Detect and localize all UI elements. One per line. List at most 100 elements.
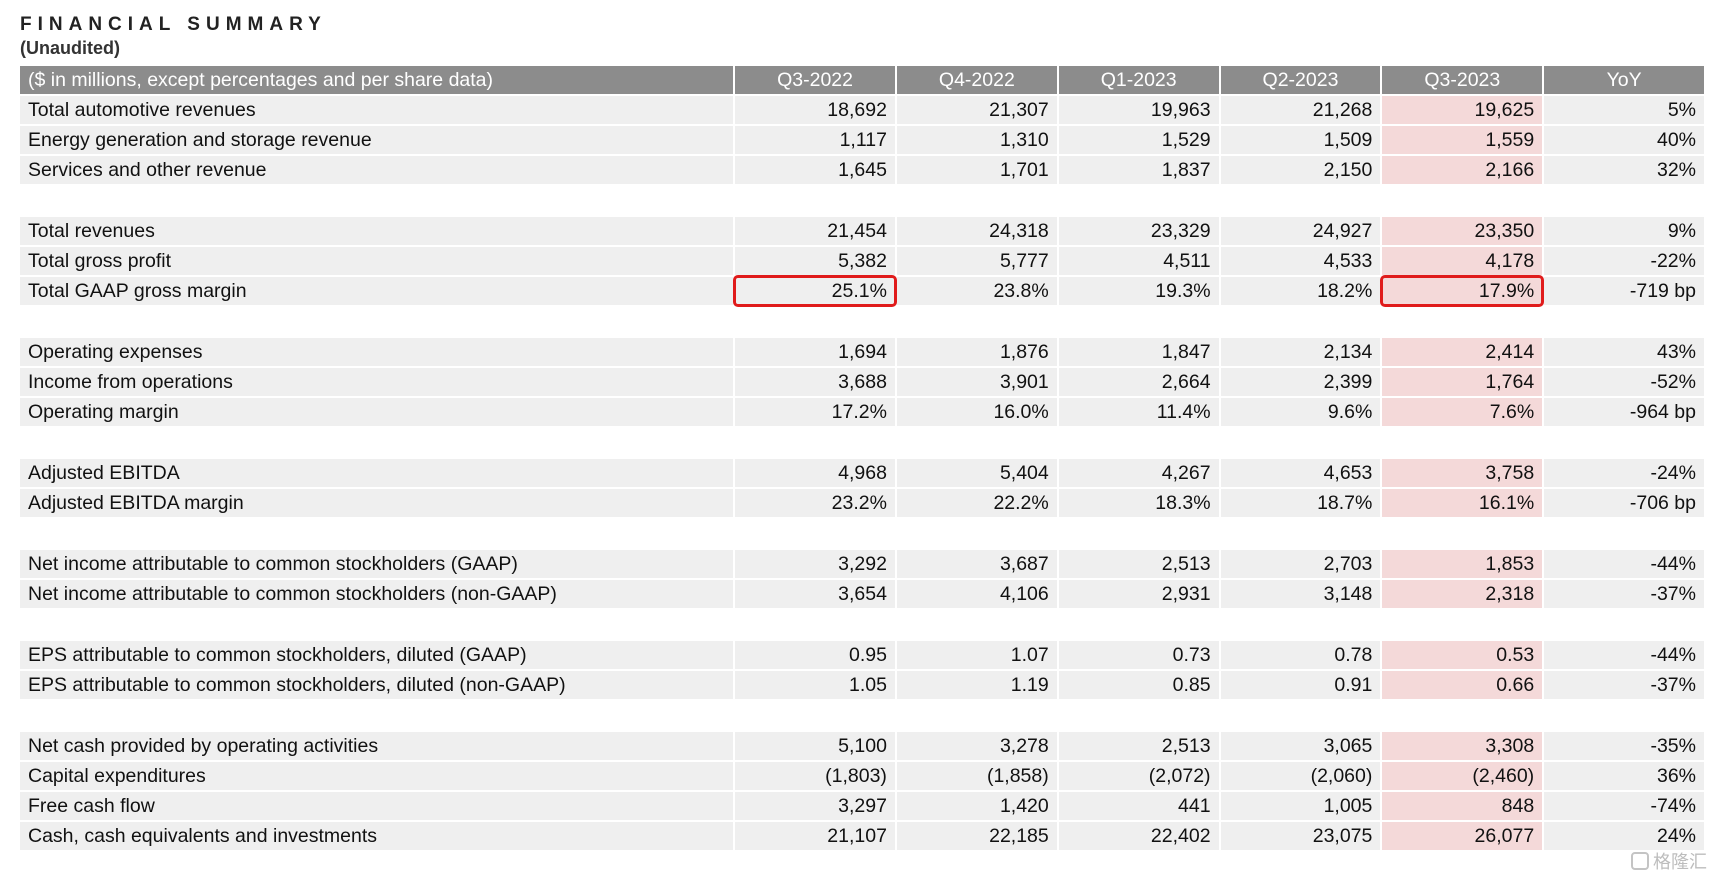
cell-q3-2022: 3,292 <box>735 550 895 578</box>
cell-yoy: -719 bp <box>1544 277 1704 305</box>
cell-q1-2023: 4,511 <box>1058 247 1219 275</box>
cell-q3-2023: 2,166 <box>1382 156 1543 184</box>
cell-q4-2022: 1.19 <box>896 671 1057 699</box>
cell-yoy: 5% <box>1544 96 1704 124</box>
cell-q3-2023: 4,178 <box>1382 247 1543 275</box>
cell-q3-2023: 16.1% <box>1382 489 1543 517</box>
row-label: Net income attributable to common stockh… <box>20 550 734 578</box>
cell-q4-2022: 24,318 <box>896 217 1057 245</box>
cell-q4-2022: 1.07 <box>896 641 1057 669</box>
table-row: Total GAAP gross margin 25.1% 23.8% 19.3% 18… <box>20 275 1704 307</box>
table-row: Net income attributable to common stockh… <box>20 550 1704 580</box>
cell-yoy: 40% <box>1544 126 1704 154</box>
cell-q4-2022: 23.8% <box>896 277 1057 305</box>
row-label: Adjusted EBITDA <box>20 459 734 487</box>
cell-q1-2023: 19,963 <box>1058 96 1219 124</box>
cell-q4-2022: (1,858) <box>896 762 1057 790</box>
cell-q1-2023: 2,931 <box>1058 580 1219 608</box>
cell-q3-2023: 7.6% <box>1382 398 1543 426</box>
cell-q3-2022: 3,297 <box>735 792 895 820</box>
cell-q1-2023: 19.3% <box>1058 277 1219 305</box>
cell-q3-2023: (2,460) <box>1382 762 1543 790</box>
cell-yoy: 36% <box>1544 762 1704 790</box>
row-label: EPS attributable to common stockholders,… <box>20 671 734 699</box>
table-row: Total automotive revenues 18,692 21,307 19,… <box>20 96 1704 126</box>
cell-yoy: 9% <box>1544 217 1704 245</box>
header-metric: ($ in millions, except percentages and p… <box>20 66 734 94</box>
row-label: Income from operations <box>20 368 734 396</box>
cell-q4-2022: 1,876 <box>896 338 1057 366</box>
table-row: Total revenues 21,454 24,318 23,329 24,927 23… <box>20 217 1704 247</box>
row-label: Free cash flow <box>20 792 734 820</box>
cell-yoy: -44% <box>1544 641 1704 669</box>
table-row: Operating expenses 1,694 1,876 1,847 2,134 2,… <box>20 338 1704 368</box>
cell-q1-2023: 2,513 <box>1058 550 1219 578</box>
cell-q2-2023: 21,268 <box>1220 96 1381 124</box>
financial-summary-table: ($ in millions, except percentages and p… <box>20 66 1705 852</box>
cell-q2-2023: 9.6% <box>1220 398 1381 426</box>
cell-q4-2022: 5,777 <box>896 247 1057 275</box>
cell-q3-2023: 1,764 <box>1382 368 1543 396</box>
row-label: Total gross profit <box>20 247 734 275</box>
cell-q3-2023: 26,077 <box>1382 822 1543 850</box>
cell-q1-2023: 22,402 <box>1058 822 1219 850</box>
cell-q3-2023: 0.66 <box>1382 671 1543 699</box>
row-label: Cash, cash equivalents and investments <box>20 822 734 850</box>
table-row: Energy generation and storage revenue 1,1… <box>20 126 1704 156</box>
cell-q2-2023: 3,065 <box>1220 732 1381 760</box>
cell-q3-2023: 19,625 <box>1382 96 1543 124</box>
cell-q3-2023: 2,414 <box>1382 338 1543 366</box>
cell-q1-2023: 0.85 <box>1058 671 1219 699</box>
cell-q3-2023: 1,559 <box>1382 126 1543 154</box>
cell-q3-2022: 1,117 <box>735 126 895 154</box>
cell-q3-2022: 25.1% <box>733 275 897 307</box>
cell-q1-2023: 0.73 <box>1058 641 1219 669</box>
header-q1-2023: Q1-2023 <box>1058 66 1219 94</box>
cell-q2-2023: 18.2% <box>1220 277 1381 305</box>
cell-q3-2022: 3,688 <box>735 368 895 396</box>
group-spacer <box>20 610 1704 641</box>
cell-q3-2022: 5,382 <box>735 247 895 275</box>
group-spacer <box>20 701 1704 732</box>
cell-q4-2022: 3,901 <box>896 368 1057 396</box>
row-label: Total automotive revenues <box>20 96 734 124</box>
table-row: Operating margin 17.2% 16.0% 11.4% 9.6% 7.6% -… <box>20 398 1704 428</box>
cell-q3-2023: 0.53 <box>1382 641 1543 669</box>
cell-q2-2023: 4,653 <box>1220 459 1381 487</box>
cell-yoy: -24% <box>1544 459 1704 487</box>
group-spacer <box>20 519 1704 550</box>
cell-yoy: -37% <box>1544 580 1704 608</box>
cell-q2-2023: 0.91 <box>1220 671 1381 699</box>
cell-q4-2022: 5,404 <box>896 459 1057 487</box>
cell-q2-2023: 1,005 <box>1220 792 1381 820</box>
table-row: Free cash flow 3,297 1,420 441 1,005 848 -74% <box>20 792 1704 822</box>
watermark-logo-icon <box>1631 852 1649 870</box>
page-subtitle: (Unaudited) <box>20 38 120 58</box>
cell-q2-2023: 2,399 <box>1220 368 1381 396</box>
cell-q3-2022: (1,803) <box>735 762 895 790</box>
cell-q4-2022: 16.0% <box>896 398 1057 426</box>
cell-q1-2023: (2,072) <box>1058 762 1219 790</box>
group-spacer <box>20 186 1704 217</box>
cell-q3-2023: 3,308 <box>1382 732 1543 760</box>
watermark: 格隆汇 <box>1631 848 1707 874</box>
cell-q1-2023: 2,513 <box>1058 732 1219 760</box>
cell-q3-2023: 17.9% <box>1380 275 1545 307</box>
cell-q3-2022: 21,454 <box>735 217 895 245</box>
cell-q1-2023: 2,664 <box>1058 368 1219 396</box>
cell-q3-2023: 1,853 <box>1382 550 1543 578</box>
header-q4-2022: Q4-2022 <box>896 66 1057 94</box>
cell-q3-2022: 23.2% <box>735 489 895 517</box>
row-label: Energy generation and storage revenue <box>20 126 734 154</box>
row-label: Operating margin <box>20 398 734 426</box>
cell-q3-2023: 23,350 <box>1382 217 1543 245</box>
cell-q2-2023: 18.7% <box>1220 489 1381 517</box>
cell-q2-2023: 4,533 <box>1220 247 1381 275</box>
cell-yoy: 24% <box>1544 822 1704 850</box>
cell-q1-2023: 4,267 <box>1058 459 1219 487</box>
cell-yoy: 43% <box>1544 338 1704 366</box>
watermark-text: 格隆汇 <box>1653 852 1707 872</box>
cell-q3-2022: 0.95 <box>735 641 895 669</box>
header-q2-2023: Q2-2023 <box>1220 66 1381 94</box>
header-yoy: YoY <box>1544 66 1705 94</box>
